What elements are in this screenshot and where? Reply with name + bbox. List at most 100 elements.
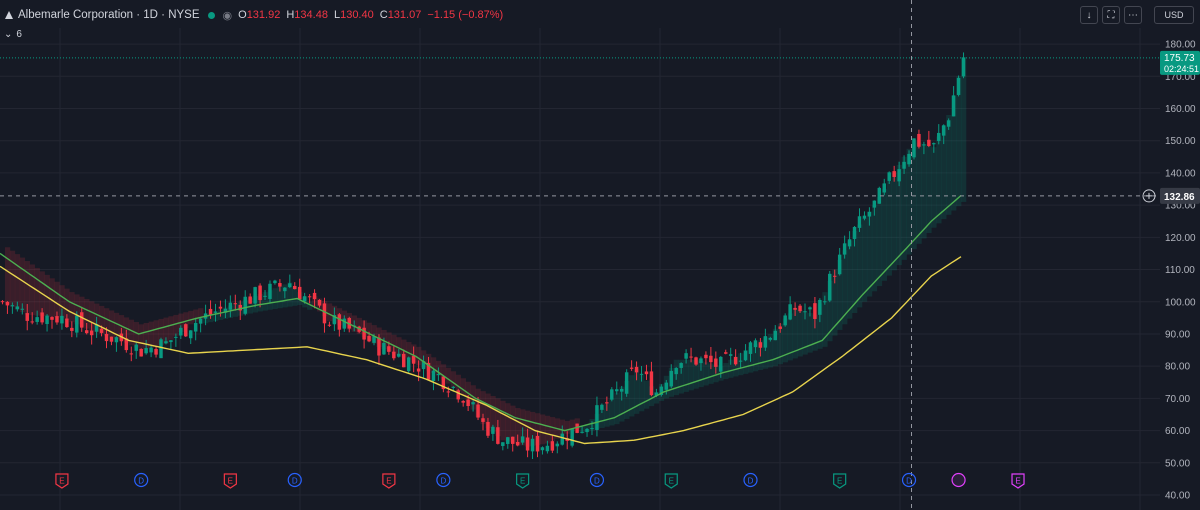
fullscreen-icon[interactable]: ⛶	[1102, 6, 1120, 24]
earnings-icon[interactable]: E	[664, 473, 678, 489]
candle	[307, 294, 312, 304]
earnings-icon[interactable]: E	[516, 473, 530, 489]
earnings-icon[interactable]: E	[223, 473, 237, 489]
candle	[80, 307, 84, 332]
candle	[545, 440, 550, 454]
trend-band-segment	[158, 318, 164, 345]
earnings-icon[interactable]: E	[55, 473, 69, 489]
currency-selector[interactable]: USD	[1154, 6, 1194, 24]
chart-header: Albemarle Corporation · 1D · NYSE ◉ O 131…	[0, 0, 503, 30]
trend-band-segment	[852, 230, 858, 314]
candle	[565, 431, 569, 450]
candle	[669, 364, 673, 389]
candle-body	[471, 402, 475, 405]
candle	[575, 423, 579, 434]
candle-body	[164, 341, 168, 344]
candle-body	[669, 370, 673, 387]
candle-body	[342, 318, 347, 329]
trend-band-segment	[440, 364, 447, 380]
candle-body	[768, 337, 773, 340]
candle	[461, 400, 465, 407]
candle	[798, 304, 802, 313]
dividend-icon[interactable]: D	[589, 472, 605, 488]
event-shape	[664, 473, 678, 489]
visibility-icon[interactable]: ◉	[222, 9, 233, 22]
event-shape	[589, 472, 605, 488]
candle	[238, 300, 242, 320]
candle-body	[491, 426, 495, 434]
candle-body	[362, 327, 366, 340]
candle	[525, 428, 530, 458]
event-letter: E	[59, 477, 64, 486]
split-icon[interactable]	[951, 472, 966, 488]
candle	[956, 75, 961, 97]
event-shape	[1011, 473, 1025, 489]
candle-body	[679, 363, 683, 368]
candle	[852, 225, 857, 247]
candle-body	[154, 349, 158, 355]
candle-body	[174, 336, 178, 338]
candle	[411, 346, 416, 373]
candle	[927, 130, 931, 148]
more-icon[interactable]: ⋯	[1124, 6, 1142, 24]
candle	[674, 367, 678, 380]
candle-body	[818, 299, 822, 315]
trend-band-segment	[787, 313, 793, 361]
earnings-icon[interactable]: E	[1011, 473, 1025, 489]
trend-band-segment	[430, 357, 437, 374]
close-label: C	[379, 9, 388, 21]
candle-body	[411, 355, 416, 364]
candle-body	[288, 283, 292, 288]
candle-body	[387, 346, 391, 352]
trend-band-segment	[19, 257, 26, 313]
dividend-icon[interactable]: D	[134, 472, 149, 488]
candle-body	[545, 445, 550, 452]
candle	[922, 141, 926, 155]
candle	[951, 86, 956, 117]
indicators-toggle[interactable]: ⌄ 6	[4, 29, 22, 40]
trend-band-segment	[544, 415, 551, 444]
earnings-icon[interactable]: E	[382, 473, 396, 489]
candle-body	[144, 348, 148, 354]
crosshair-price-box	[1160, 187, 1200, 204]
candle	[857, 208, 862, 232]
dividend-icon[interactable]: D	[436, 472, 451, 488]
candle-body	[0, 301, 5, 303]
download-icon[interactable]: ↓	[1080, 6, 1098, 24]
candle-body	[897, 169, 901, 182]
candle	[213, 303, 218, 322]
symbol-title[interactable]: Albemarle Corporation · 1D · NYSE	[18, 9, 200, 21]
candle-body	[506, 437, 510, 444]
candle	[327, 321, 332, 327]
event-shape	[951, 472, 966, 488]
candle	[288, 274, 292, 289]
trend-band-segment	[891, 172, 897, 271]
candle	[188, 330, 193, 345]
trend-band-segment	[782, 318, 788, 363]
trend-band-segment	[108, 310, 115, 338]
candle-body	[803, 311, 807, 313]
dividend-icon[interactable]: D	[287, 472, 302, 488]
dividend-icon[interactable]: D	[901, 472, 917, 488]
trend-band-segment	[584, 424, 590, 432]
y-tick-label: 100.00	[1165, 297, 1196, 308]
event-letter: E	[1015, 477, 1020, 486]
candle-body	[25, 313, 29, 321]
dividend-icon[interactable]: D	[743, 472, 758, 488]
candle-body	[35, 317, 39, 322]
candle-body	[585, 428, 589, 433]
trend-band-segment	[24, 261, 31, 315]
trend-band-segment	[688, 359, 694, 391]
candle-body	[228, 302, 233, 310]
candle	[312, 289, 317, 309]
trend-band-segment	[728, 359, 734, 378]
candle-body	[402, 353, 406, 368]
event-shape	[55, 473, 69, 489]
candle-body	[605, 402, 609, 404]
trend-band-segment	[634, 369, 640, 414]
add-alert-icon[interactable]	[1142, 189, 1156, 203]
trend-band-segment	[445, 367, 452, 384]
earnings-icon[interactable]: E	[833, 473, 847, 489]
